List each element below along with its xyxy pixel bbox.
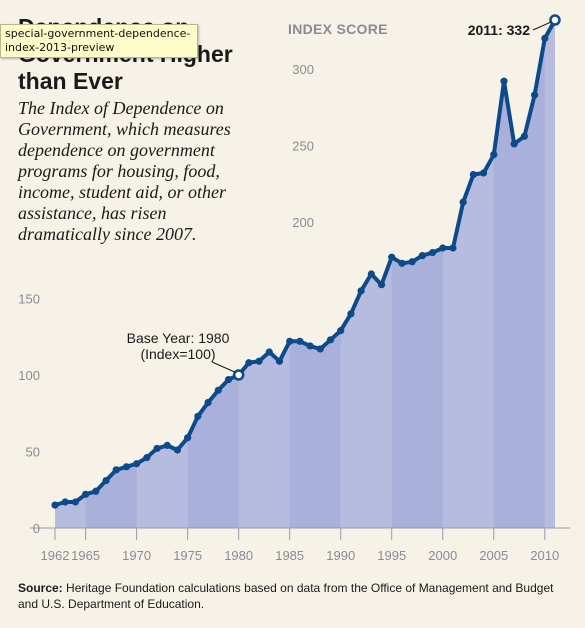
annotation-leader [211, 361, 235, 373]
data-point [418, 252, 426, 260]
y-tick-label: 50 [26, 444, 40, 459]
data-point [214, 386, 222, 394]
data-point [204, 398, 212, 407]
data-point [367, 270, 375, 278]
x-tick-label: 1985 [275, 548, 304, 563]
data-point [173, 446, 182, 454]
data-point [326, 336, 335, 344]
data-point [194, 412, 202, 420]
annotation-leader [532, 21, 552, 31]
x-tick-label: 1975 [173, 548, 202, 563]
data-point [469, 170, 477, 179]
data-point [520, 132, 528, 140]
data-point [61, 498, 69, 506]
x-tick-label: 1980 [224, 548, 253, 563]
area-band [187, 20, 239, 528]
data-point [337, 327, 345, 335]
source-note: Source: Heritage Foundation calculations… [18, 580, 568, 612]
y-tick-label: 300 [292, 62, 314, 77]
data-point [163, 441, 171, 449]
data-point [510, 140, 518, 148]
data-point [245, 359, 253, 367]
source-text: Heritage Foundation calculations based o… [18, 581, 554, 611]
source-label: Source: [18, 581, 63, 595]
y-axis-title: INDEX SCORE [288, 21, 388, 37]
x-tick-label: 2000 [428, 548, 457, 563]
data-point [449, 244, 457, 252]
x-tick-label: 1995 [377, 548, 406, 563]
data-point [102, 476, 110, 485]
data-point [51, 501, 59, 509]
data-point [439, 244, 447, 252]
data-point [428, 248, 437, 257]
data-point [377, 281, 386, 289]
data-point [296, 337, 304, 345]
data-point [153, 444, 161, 453]
y-tick-label: 200 [292, 215, 314, 230]
y-tick-label: 250 [292, 138, 314, 153]
area-band [85, 20, 137, 528]
annotation-base-index: (Index=100) [140, 346, 215, 362]
area-band [391, 20, 443, 528]
data-point [92, 487, 100, 495]
chart-subtitle: The Index of Dependence on Government, w… [18, 98, 231, 244]
data-point [232, 369, 245, 381]
data-point [286, 337, 294, 345]
x-tick-label: 1970 [122, 548, 151, 563]
data-point [388, 253, 396, 261]
data-point [306, 342, 314, 350]
data-point [490, 151, 498, 159]
data-point [133, 460, 141, 468]
data-point [549, 14, 561, 26]
data-point [265, 348, 273, 356]
data-point [459, 198, 467, 206]
annotation-2011: 2011: 332 [468, 22, 530, 38]
data-point [541, 34, 549, 42]
data-point [479, 169, 488, 177]
data-point [143, 454, 151, 462]
data-point [357, 287, 365, 295]
data-point [71, 498, 80, 506]
data-point [408, 258, 416, 266]
x-tick-label: 1990 [326, 548, 355, 563]
data-point [224, 375, 233, 384]
data-point [500, 77, 508, 85]
x-tick-label: 1965 [71, 548, 100, 563]
data-point [82, 490, 90, 498]
data-point [275, 357, 284, 365]
data-point [184, 434, 192, 442]
data-point [530, 91, 539, 99]
x-tick-label: 2005 [479, 548, 508, 563]
area-band [289, 20, 341, 528]
annotation-base-year: Base Year: 1980 [127, 330, 230, 346]
data-point [255, 357, 263, 365]
image-tooltip: special-government-dependence-index-2013… [0, 24, 198, 58]
x-tick-label: 1962 [41, 548, 70, 563]
data-point [398, 259, 406, 267]
y-tick-label: 150 [18, 291, 40, 306]
x-tick-label: 2010 [530, 548, 559, 563]
y-tick-label: 0 [33, 521, 40, 536]
data-point [122, 463, 131, 471]
y-tick-label: 100 [18, 368, 40, 383]
data-point [316, 345, 324, 353]
data-point [112, 466, 120, 474]
data-point [347, 310, 355, 318]
